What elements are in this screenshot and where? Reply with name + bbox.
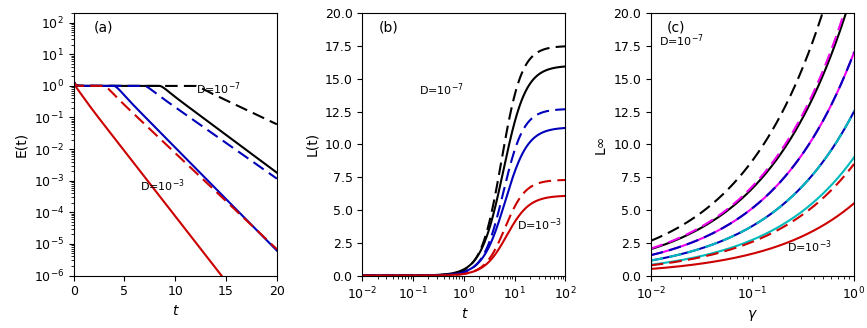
Text: D=10$^{-7}$: D=10$^{-7}$: [419, 81, 464, 98]
X-axis label: t: t: [461, 307, 466, 321]
Y-axis label: E(t): E(t): [14, 132, 28, 157]
Text: D=10$^{-3}$: D=10$^{-3}$: [517, 216, 562, 233]
Y-axis label: L∞: L∞: [594, 135, 608, 154]
Text: D=10$^{-7}$: D=10$^{-7}$: [196, 81, 240, 97]
Text: D=10$^{-7}$: D=10$^{-7}$: [659, 33, 704, 49]
Text: (b): (b): [379, 20, 398, 34]
X-axis label: t: t: [173, 304, 178, 318]
Text: D=10$^{-3}$: D=10$^{-3}$: [140, 177, 185, 194]
Text: (a): (a): [94, 20, 114, 34]
Text: D=10$^{-3}$: D=10$^{-3}$: [787, 239, 832, 255]
Text: (c): (c): [667, 20, 686, 34]
Y-axis label: L(t): L(t): [305, 132, 319, 156]
X-axis label: γ: γ: [748, 307, 757, 321]
